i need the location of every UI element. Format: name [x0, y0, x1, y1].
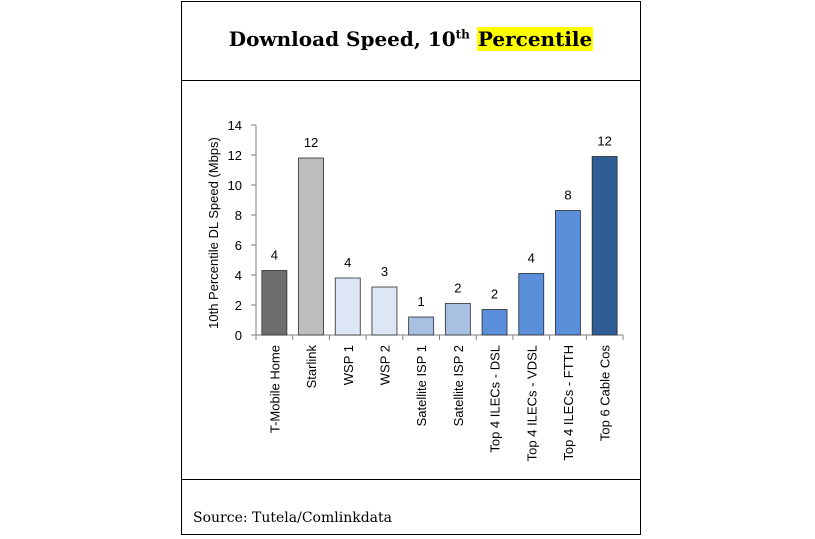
bar	[261, 270, 288, 336]
figure-title: Download Speed, 10th Percentile	[182, 27, 640, 51]
source-row: Source: Tutela/Comlinkdata	[182, 479, 640, 535]
bar	[298, 157, 324, 336]
y-tick-label: 8	[235, 208, 242, 223]
data-label: 1	[418, 294, 425, 309]
y-tick-label: 6	[235, 238, 242, 253]
x-tick-label: Satellite ISP 1	[414, 345, 429, 426]
y-tick-label: 0	[235, 328, 242, 343]
y-tick-label: 14	[228, 118, 242, 133]
bar	[371, 286, 398, 336]
bar	[555, 210, 581, 336]
data-label: 12	[304, 135, 318, 150]
data-label: 4	[271, 248, 278, 263]
data-label: 3	[381, 264, 388, 279]
bar	[591, 156, 618, 336]
y-tick-label: 10	[228, 178, 242, 193]
bar	[408, 316, 435, 336]
x-tick-label: Top 6 Cable Cos	[598, 345, 613, 442]
title-superscript: th	[455, 27, 470, 42]
data-label: 2	[491, 287, 498, 302]
bar	[334, 277, 361, 336]
bar	[518, 273, 545, 336]
data-label: 12	[597, 134, 611, 149]
x-tick-label: T-Mobile Home	[267, 345, 282, 433]
x-tick-label: WSP 1	[341, 345, 356, 385]
x-tick-label: Top 4 ILECs - VDSL	[524, 345, 539, 461]
data-label: 4	[528, 251, 535, 266]
data-label: 8	[564, 188, 571, 203]
figure-frame: Download Speed, 10th Percentile Source: …	[181, 1, 641, 535]
x-tick-label: Top 4 ILECs - FTTH	[561, 345, 576, 461]
bar	[481, 309, 508, 336]
title-highlight: Percentile	[476, 27, 594, 51]
y-axis-title: 10th Percentile DL Speed (Mbps)	[206, 137, 221, 329]
x-tick-label: Top 4 ILECs - DSL	[488, 345, 503, 453]
data-label: 2	[454, 281, 461, 296]
x-tick-label: Starlink	[304, 345, 319, 389]
y-tick-label: 2	[235, 298, 242, 313]
data-label: 4	[344, 255, 351, 270]
title-row: Download Speed, 10th Percentile	[182, 2, 640, 81]
x-tick-label: Satellite ISP 2	[451, 345, 466, 426]
y-tick-label: 12	[228, 148, 242, 163]
x-tick-label: WSP 2	[377, 345, 392, 385]
bar	[444, 303, 471, 336]
y-tick-label: 4	[235, 268, 242, 283]
source-note: Source: Tutela/Comlinkdata	[193, 510, 392, 526]
title-main: Download Speed, 10	[228, 27, 456, 51]
